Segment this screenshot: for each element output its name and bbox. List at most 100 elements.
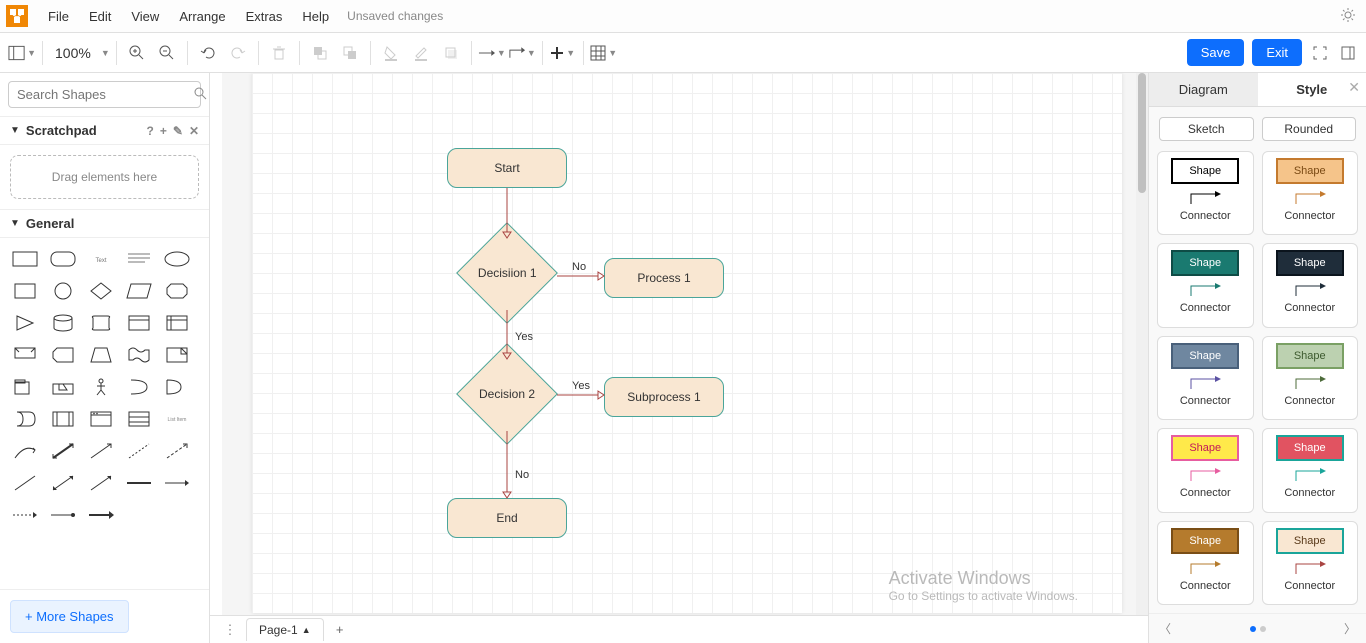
palette-shape[interactable] xyxy=(48,470,78,496)
palette-shape[interactable] xyxy=(162,246,192,272)
palette-shape[interactable] xyxy=(162,374,192,400)
tab-diagram[interactable]: Diagram xyxy=(1149,73,1258,106)
style-preset[interactable]: ShapeConnector xyxy=(1262,243,1359,327)
palette-shape[interactable]: List Item xyxy=(162,406,192,432)
add-page-button[interactable]: + xyxy=(328,618,352,642)
palette-shape[interactable] xyxy=(86,470,116,496)
search-shapes-box[interactable] xyxy=(8,81,201,108)
palette-shape[interactable] xyxy=(124,470,154,496)
palette-shape[interactable] xyxy=(124,278,154,304)
close-panel-icon[interactable]: ✕ xyxy=(1348,79,1360,96)
format-panel-icon[interactable] xyxy=(1338,43,1358,63)
style-preset[interactable]: ShapeConnector xyxy=(1262,521,1359,605)
palette-shape[interactable] xyxy=(10,406,40,432)
fullscreen-icon[interactable] xyxy=(1310,43,1330,63)
palette-shape[interactable] xyxy=(48,502,78,528)
palette-shape[interactable] xyxy=(10,470,40,496)
palette-shape[interactable] xyxy=(124,438,154,464)
exit-button[interactable]: Exit xyxy=(1252,39,1302,66)
style-preset[interactable]: ShapeConnector xyxy=(1157,428,1254,512)
undo-icon[interactable] xyxy=(194,39,222,67)
palette-shape[interactable] xyxy=(10,246,40,272)
style-preset[interactable]: ShapeConnector xyxy=(1157,243,1254,327)
menu-file[interactable]: File xyxy=(38,3,79,30)
palette-shape[interactable] xyxy=(124,406,154,432)
general-header[interactable]: ▼ General xyxy=(0,209,209,238)
fill-color-icon[interactable] xyxy=(377,39,405,67)
menu-view[interactable]: View xyxy=(121,3,169,30)
palette-shape[interactable] xyxy=(10,438,40,464)
delete-icon[interactable] xyxy=(265,39,293,67)
palette-shape[interactable] xyxy=(86,278,116,304)
palette-shape[interactable] xyxy=(162,342,192,368)
palette-shape[interactable] xyxy=(48,374,78,400)
palette-shape[interactable] xyxy=(162,470,192,496)
style-preset[interactable]: ShapeConnector xyxy=(1262,428,1359,512)
style-preset[interactable]: ShapeConnector xyxy=(1157,521,1254,605)
zoom-level[interactable]: 100% xyxy=(49,45,97,61)
palette-shape[interactable] xyxy=(124,310,154,336)
app-logo[interactable] xyxy=(6,5,28,27)
palette-shape[interactable] xyxy=(10,278,40,304)
appearance-icon[interactable] xyxy=(1336,3,1360,30)
scratchpad-add-icon[interactable]: + xyxy=(160,124,167,138)
palette-shape[interactable] xyxy=(48,246,78,272)
scratchpad-edit-icon[interactable]: ✎ xyxy=(173,124,183,138)
palette-shape[interactable] xyxy=(162,438,192,464)
line-color-icon[interactable] xyxy=(407,39,435,67)
palette-shape[interactable] xyxy=(124,374,154,400)
palette-shape[interactable] xyxy=(10,374,40,400)
zoom-dropdown-icon[interactable]: ▼ xyxy=(101,48,110,58)
table-icon[interactable]: ▼ xyxy=(590,39,618,67)
palette-shape[interactable] xyxy=(86,502,116,528)
pages-menu-icon[interactable]: ⋮ xyxy=(218,618,242,642)
palette-shape[interactable] xyxy=(10,342,40,368)
connection-icon[interactable]: ▼ xyxy=(478,39,506,67)
style-preset[interactable]: ShapeConnector xyxy=(1157,336,1254,420)
flowchart-node[interactable]: Decision 2 xyxy=(457,359,557,429)
palette-shape[interactable] xyxy=(86,406,116,432)
flowchart-node[interactable]: Start xyxy=(447,148,567,188)
to-front-icon[interactable] xyxy=(306,39,334,67)
scratchpad-close-icon[interactable]: ✕ xyxy=(189,124,199,138)
view-sidebar-icon[interactable]: ▼ xyxy=(8,39,36,67)
palette-shape[interactable] xyxy=(124,246,154,272)
flowchart-node[interactable]: Process 1 xyxy=(604,258,724,298)
save-button[interactable]: Save xyxy=(1187,39,1245,66)
page-tab[interactable]: Page-1▲ xyxy=(246,618,324,641)
palette-shape[interactable] xyxy=(48,438,78,464)
palette-shape[interactable] xyxy=(48,278,78,304)
palette-shape[interactable] xyxy=(86,374,116,400)
search-input[interactable] xyxy=(17,87,193,102)
palette-shape[interactable] xyxy=(48,342,78,368)
sketch-toggle[interactable]: Sketch xyxy=(1159,117,1254,141)
palette-shape[interactable] xyxy=(48,406,78,432)
search-icon[interactable] xyxy=(193,86,207,103)
page-tab-caret-icon[interactable]: ▲ xyxy=(302,625,311,635)
menu-extras[interactable]: Extras xyxy=(236,3,293,30)
menu-help[interactable]: Help xyxy=(292,3,339,30)
flowchart-node[interactable]: End xyxy=(447,498,567,538)
style-preset[interactable]: ShapeConnector xyxy=(1262,336,1359,420)
next-styles-icon[interactable]: 〉 xyxy=(1344,620,1356,637)
scratchpad-help-icon[interactable]: ? xyxy=(147,124,154,138)
palette-shape[interactable] xyxy=(10,502,40,528)
scratchpad-dropzone[interactable]: Drag elements here xyxy=(10,155,199,199)
palette-shape[interactable] xyxy=(162,278,192,304)
style-preset[interactable]: ShapeConnector xyxy=(1262,151,1359,235)
rounded-toggle[interactable]: Rounded xyxy=(1262,117,1357,141)
menu-arrange[interactable]: Arrange xyxy=(169,3,235,30)
palette-shape[interactable] xyxy=(124,342,154,368)
waypoint-icon[interactable]: ▼ xyxy=(508,39,536,67)
zoom-out-icon[interactable] xyxy=(153,39,181,67)
shadow-icon[interactable] xyxy=(437,39,465,67)
prev-styles-icon[interactable]: 〈 xyxy=(1159,620,1171,637)
style-preset[interactable]: ShapeConnector xyxy=(1157,151,1254,235)
more-shapes-button[interactable]: + More Shapes xyxy=(10,600,129,633)
vertical-scrollbar[interactable] xyxy=(1136,73,1148,615)
zoom-in-icon[interactable] xyxy=(123,39,151,67)
palette-shape[interactable] xyxy=(86,438,116,464)
redo-icon[interactable] xyxy=(224,39,252,67)
palette-shape[interactable] xyxy=(48,310,78,336)
canvas-page[interactable]: StartDecisiion 1Process 1Decision 2Subpr… xyxy=(252,73,1122,613)
